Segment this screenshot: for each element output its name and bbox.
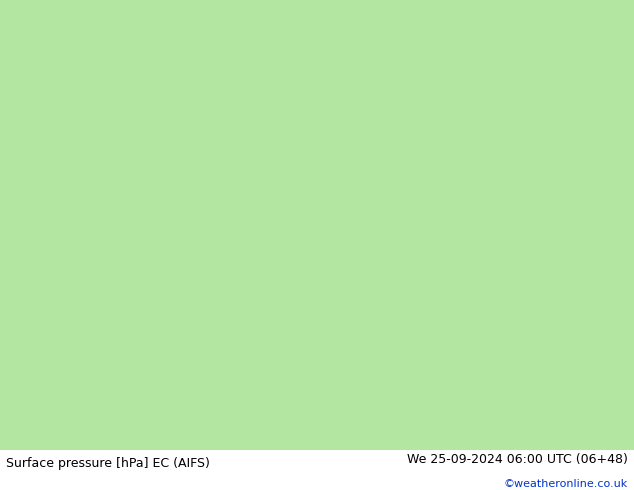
Text: Surface pressure [hPa] EC (AIFS): Surface pressure [hPa] EC (AIFS) [6, 457, 210, 470]
Text: ©weatheronline.co.uk: ©weatheronline.co.uk [503, 479, 628, 489]
Text: We 25-09-2024 06:00 UTC (06+48): We 25-09-2024 06:00 UTC (06+48) [407, 453, 628, 466]
